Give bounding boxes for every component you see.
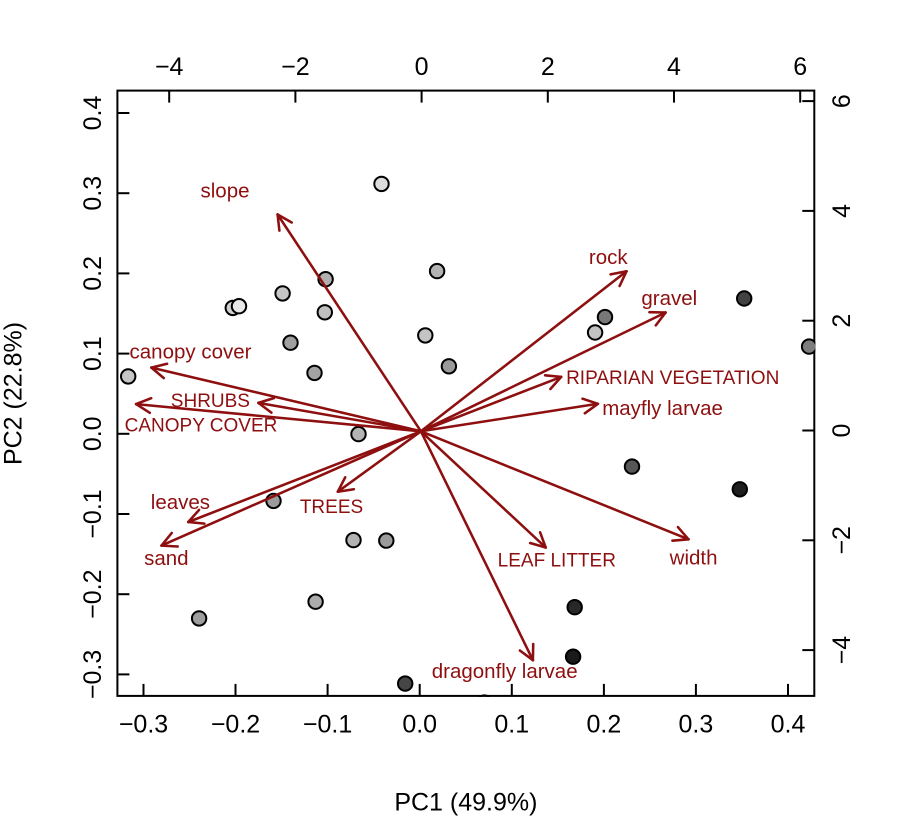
svg-text:4: 4: [828, 204, 856, 218]
svg-text:0.1: 0.1: [494, 711, 529, 739]
svg-text:−0.1: −0.1: [79, 489, 107, 538]
svg-text:−2: −2: [281, 53, 310, 81]
svg-text:sand: sand: [144, 547, 188, 570]
svg-text:−4: −4: [155, 53, 184, 81]
svg-text:CANOPY COVER: CANOPY COVER: [125, 416, 278, 437]
svg-text:rock: rock: [589, 246, 628, 269]
svg-text:PC1 (49.9%): PC1 (49.9%): [394, 789, 537, 817]
svg-text:0.2: 0.2: [79, 256, 107, 291]
svg-text:0.0: 0.0: [402, 711, 437, 739]
svg-text:−4: −4: [828, 636, 856, 665]
svg-text:0.3: 0.3: [79, 176, 107, 211]
svg-text:0.1: 0.1: [79, 336, 107, 371]
svg-text:RIPARIAN VEGETATION: RIPARIAN VEGETATION: [566, 368, 779, 389]
svg-text:0.0: 0.0: [79, 416, 107, 451]
svg-text:−0.3: −0.3: [79, 650, 107, 699]
svg-text:TREES: TREES: [300, 497, 363, 518]
svg-text:LEAF LITTER: LEAF LITTER: [498, 550, 616, 571]
svg-text:dragonfly larvae: dragonfly larvae: [432, 660, 578, 683]
svg-text:canopy cover: canopy cover: [130, 340, 252, 363]
svg-text:0.2: 0.2: [587, 711, 622, 739]
svg-text:width: width: [669, 546, 718, 569]
svg-text:leaves: leaves: [151, 491, 210, 514]
svg-text:6: 6: [828, 94, 856, 108]
svg-text:−0.3: −0.3: [119, 711, 168, 739]
svg-text:slope: slope: [200, 180, 249, 203]
svg-text:0.3: 0.3: [679, 711, 714, 739]
svg-text:2: 2: [828, 314, 856, 328]
svg-text:−0.2: −0.2: [211, 711, 260, 739]
svg-text:−0.2: −0.2: [79, 570, 107, 619]
svg-text:−2: −2: [828, 526, 856, 555]
svg-text:mayfly larvae: mayfly larvae: [602, 397, 723, 420]
svg-text:0: 0: [828, 424, 856, 438]
svg-text:0: 0: [415, 53, 429, 81]
svg-text:−0.1: −0.1: [303, 711, 352, 739]
svg-text:PC2 (22.8%): PC2 (22.8%): [0, 322, 28, 465]
svg-text:6: 6: [793, 53, 807, 81]
svg-text:2: 2: [541, 53, 555, 81]
svg-text:gravel: gravel: [641, 287, 697, 310]
svg-text:0.4: 0.4: [79, 96, 107, 131]
svg-text:4: 4: [667, 53, 681, 81]
svg-text:0.4: 0.4: [771, 711, 806, 739]
